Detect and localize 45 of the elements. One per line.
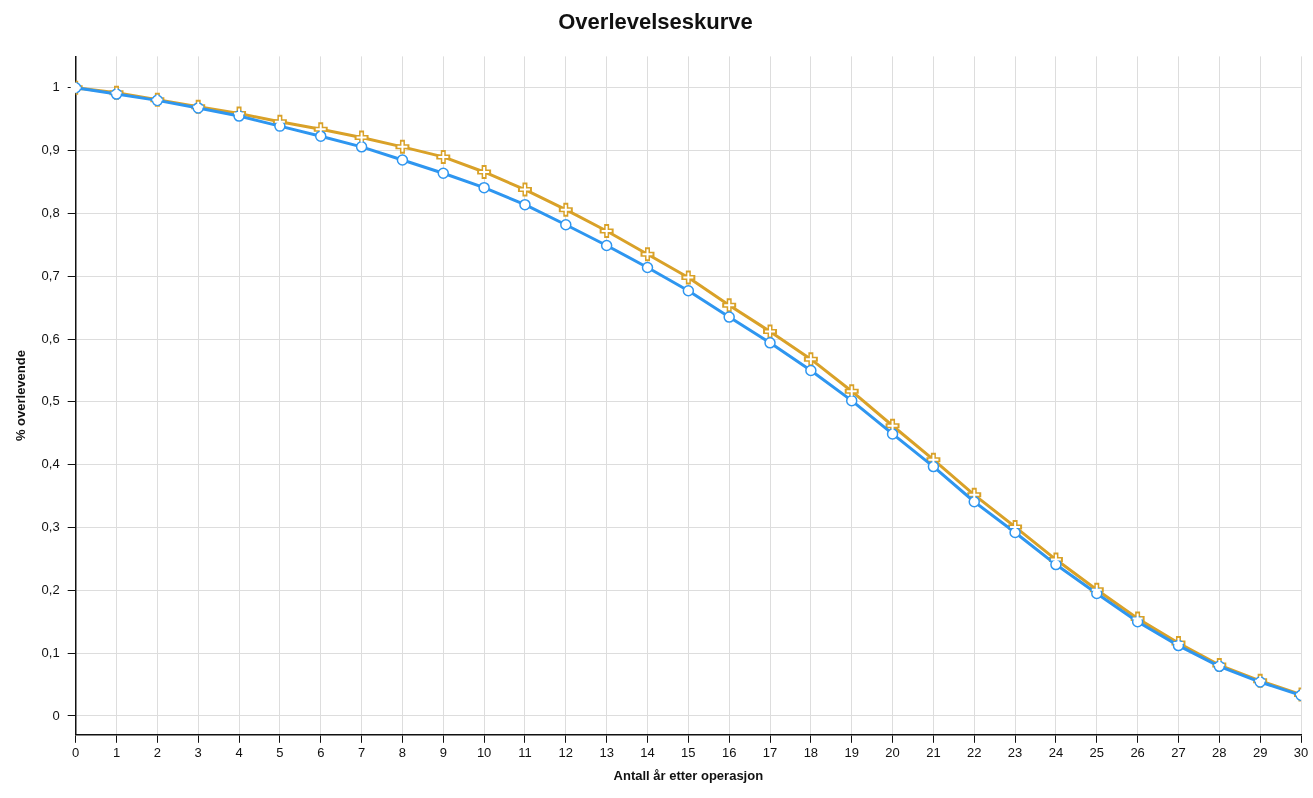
x-tick-label: 22 xyxy=(967,745,982,761)
x-tick-label: 13 xyxy=(599,745,614,761)
x-tick-label: 15 xyxy=(681,745,696,761)
x-tick-label: 14 xyxy=(640,745,655,761)
y-tick-label: 0,7 xyxy=(41,267,60,283)
x-tick-label: 29 xyxy=(1252,745,1268,761)
y-tick-label: 0,8 xyxy=(41,205,60,221)
x-tick-label: 1 xyxy=(112,745,121,761)
x-tick-label: 2 xyxy=(153,745,161,761)
x-tick-label: 6 xyxy=(317,745,325,761)
x-tick-label: 18 xyxy=(803,745,819,761)
x-tick-label: 7 xyxy=(357,745,366,761)
x-tick-label: 27 xyxy=(1171,745,1186,761)
y-tick-label: 1 xyxy=(52,79,60,95)
x-tick-label: 25 xyxy=(1089,745,1105,761)
y-tick-label: 0,4 xyxy=(41,456,60,472)
y-tick-label: 0 xyxy=(52,707,60,723)
y-tick-label: 0,2 xyxy=(41,581,60,597)
y-tick-label: 0,1 xyxy=(41,644,60,660)
x-tick-label: 16 xyxy=(721,745,737,761)
x-tick-label: 3 xyxy=(194,745,202,761)
x-tick-label: 11 xyxy=(518,745,532,761)
x-tick-label: 9 xyxy=(439,745,447,761)
y-tick-label: 0,9 xyxy=(41,142,60,158)
x-tick-label: 26 xyxy=(1130,745,1145,761)
x-tick-label: 20 xyxy=(885,745,900,761)
chart-title: Overlevelseskurve xyxy=(558,9,753,35)
x-tick-label: 19 xyxy=(844,745,859,761)
x-tick-label: 23 xyxy=(1007,745,1023,761)
y-tick-label: 0,3 xyxy=(41,519,60,535)
y-tick-label: 0,6 xyxy=(41,330,60,346)
x-tick-label: 5 xyxy=(276,745,284,761)
x-tick-label: 21 xyxy=(926,745,941,761)
x-tick-label: 10 xyxy=(476,745,492,761)
x-tick-label: 24 xyxy=(1048,745,1064,761)
x-tick-label: 8 xyxy=(398,745,407,761)
x-tick-label: 28 xyxy=(1212,745,1227,761)
x-tick-label: 12 xyxy=(558,745,574,761)
x-tick-label: 4 xyxy=(235,745,243,761)
y-tick-label: 0,5 xyxy=(41,393,60,409)
x-tick-label: 0 xyxy=(72,745,80,761)
x-tick-label: 30 xyxy=(1293,745,1309,761)
y-axis-title: % overlevende xyxy=(13,350,29,442)
x-axis-title: Antall år etter operasjon xyxy=(613,767,764,783)
x-tick-label: 17 xyxy=(762,745,778,761)
